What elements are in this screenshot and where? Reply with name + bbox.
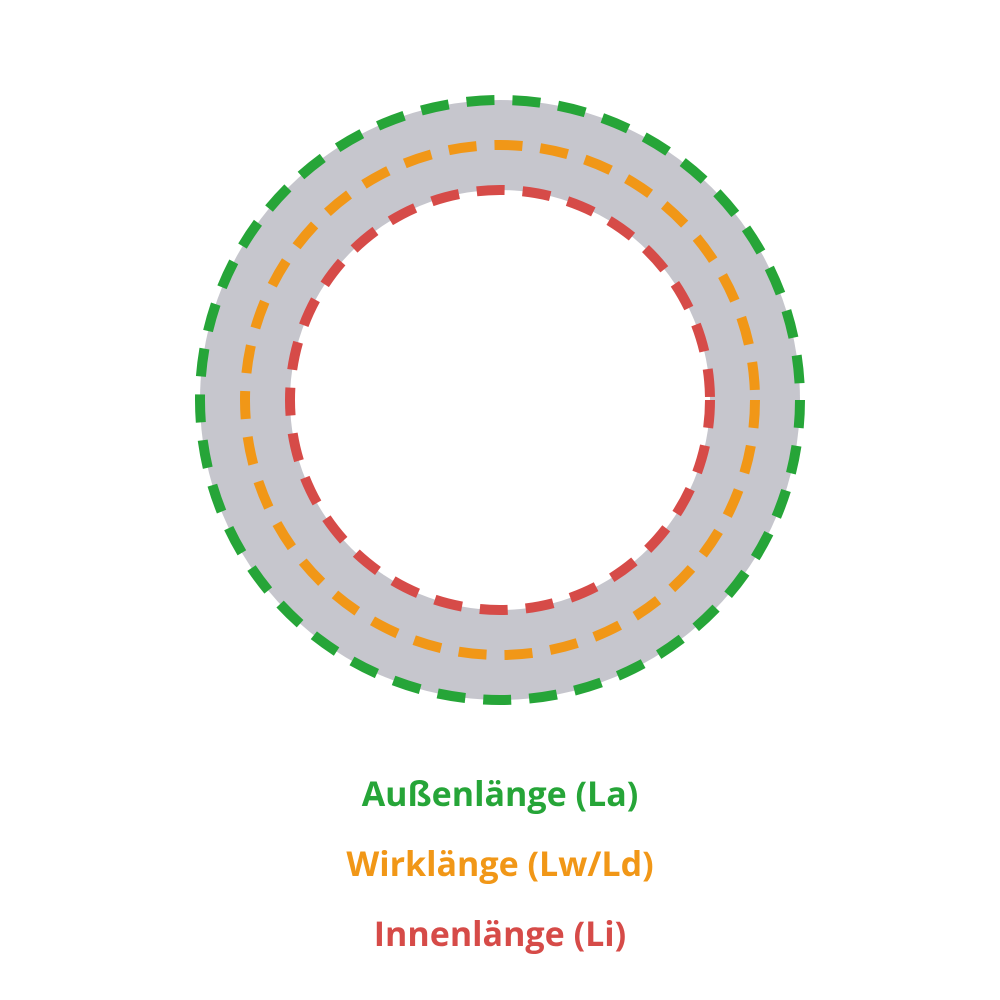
- legend-outer-length: Außenlänge (La): [0, 770, 1000, 816]
- figure: Außenlänge (La) Wirklänge (Lw/Ld) Innenl…: [0, 0, 1000, 1000]
- legend-inner-length: Innenlänge (Li): [0, 910, 1000, 956]
- legend-effective-length: Wirklänge (Lw/Ld): [0, 840, 1000, 886]
